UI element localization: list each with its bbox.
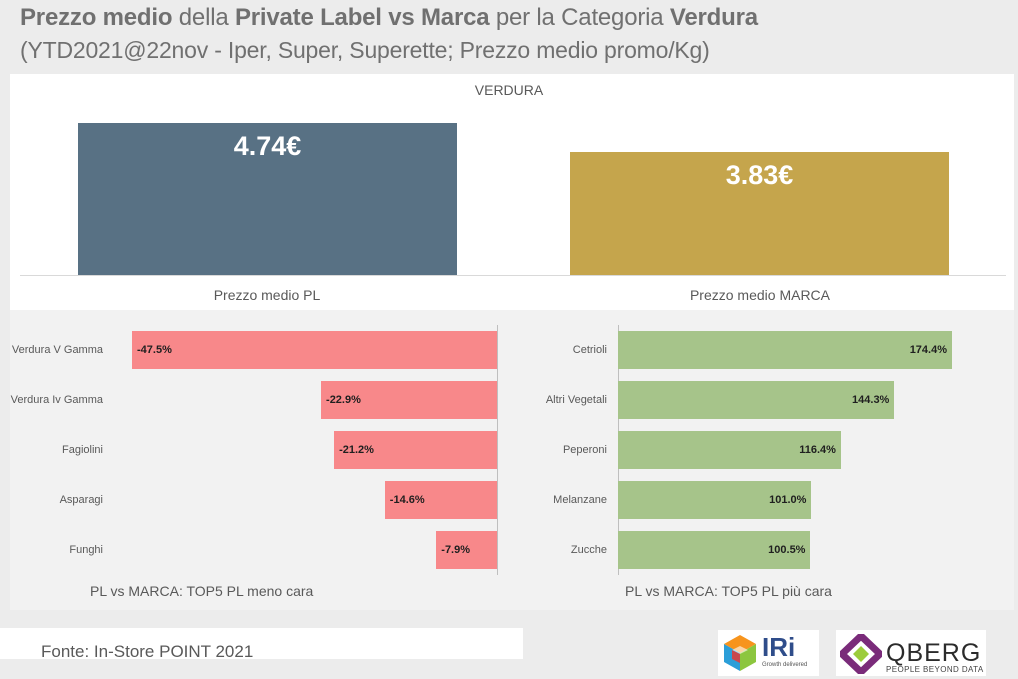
qberg-logo-text: QBERG <box>886 639 982 667</box>
left-chart-axis <box>497 325 498 575</box>
category-label: Fagiolini <box>62 444 103 456</box>
bar-melanzane <box>618 481 812 519</box>
category-label: Melanzane <box>553 494 607 506</box>
bar-value-label: -7.9% <box>441 544 471 556</box>
bar-peperoni <box>618 431 841 469</box>
bar-pl: 4.74€ <box>78 123 457 275</box>
iri-cube-icon <box>724 635 756 671</box>
qberg-diamond-icon <box>840 634 882 674</box>
category-label: Verdura V Gamma <box>11 344 103 356</box>
bar-value-label: 4.74€ <box>233 131 302 162</box>
bar-value-label: 144.3% <box>852 394 890 406</box>
bar-marca: 3.83€ <box>570 152 949 275</box>
bar-value-label: -21.2% <box>339 444 374 456</box>
bar-verdura-iv-gamma <box>321 381 497 419</box>
category-label: Asparagi <box>59 494 103 506</box>
bar-value-label: -47.5% <box>137 344 172 356</box>
bar-asparagi <box>384 481 497 519</box>
top-chart-baseline <box>20 275 1006 276</box>
bar-verdura-v-gamma <box>132 331 497 369</box>
bar-value-label: 3.83€ <box>725 160 794 191</box>
iri-logo-text: IRi <box>762 632 796 662</box>
left-chart-caption: PL vs MARCA: TOP5 PL meno cara <box>90 583 314 599</box>
category-label: Zucche <box>570 544 607 556</box>
x-tick-label: Prezzo medio PL <box>213 287 321 303</box>
bar-value-label: -22.9% <box>326 394 361 406</box>
bar-value-label: -14.6% <box>389 494 425 506</box>
top-chart-title: VERDURA <box>474 82 544 98</box>
bar-value-label: 101.0% <box>769 494 807 506</box>
source-note: Fonte: In-Store POINT 2021 <box>41 642 254 661</box>
bar-fagiolini <box>334 431 497 469</box>
category-label: Altri Vegetali <box>545 394 607 406</box>
category-label: Peperoni <box>562 444 607 456</box>
x-tick-label: Prezzo medio MARCA <box>689 287 831 303</box>
right-chart-caption: PL vs MARCA: TOP5 PL più cara <box>625 583 832 599</box>
iri-logo-tagline: Growth delivered <box>762 662 808 668</box>
chart-subtitle: (YTD2021@22nov - Iper, Super, Superette;… <box>20 37 710 63</box>
bar-value-label: 174.4% <box>909 344 947 356</box>
bar-value-label: 116.4% <box>799 444 836 456</box>
bar-altri-vegetali <box>618 381 895 419</box>
category-label: Verdura Iv Gamma <box>10 394 103 406</box>
category-label: Cetrioli <box>572 344 607 356</box>
chart-title: Prezzo medio della Private Label vs Marc… <box>20 4 758 31</box>
bar-cetrioli <box>618 331 952 369</box>
bar-funghi <box>436 531 497 569</box>
source-box <box>0 628 523 659</box>
bar-value-label: 100.5% <box>768 544 806 556</box>
bar-zucche <box>618 531 811 569</box>
category-label: Funghi <box>69 544 103 556</box>
qberg-logo-tagline: PEOPLE BEYOND DATA <box>886 665 984 674</box>
